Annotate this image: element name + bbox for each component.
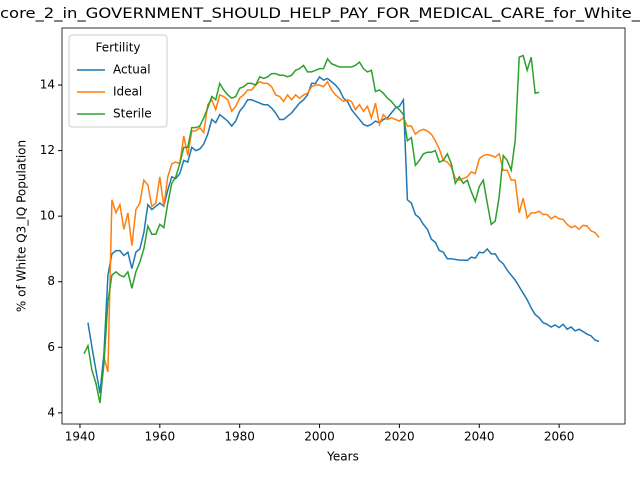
legend-box: [68, 34, 168, 128]
chart-title: core_2_in_GOVERNMENT_SHOULD_HELP_PAY_FOR…: [0, 6, 640, 22]
series-line: [83, 54, 540, 404]
x-tick-label: 2060: [544, 430, 575, 444]
legend-label: Ideal: [113, 85, 142, 99]
series-line: [103, 80, 600, 373]
legend-label: Actual: [113, 63, 151, 77]
series-line: [87, 75, 600, 394]
y-tick-label: 8: [47, 274, 55, 288]
x-tick-label: 2040: [464, 430, 495, 444]
y-tick-label: 12: [40, 143, 55, 157]
y-axis-label: % of White Q3_IQ Population: [15, 140, 29, 312]
legend-label: Sterile: [113, 107, 152, 121]
x-tick-label: 1980: [224, 430, 255, 444]
x-tick-label: 1940: [65, 430, 96, 444]
legend-title: Fertility: [95, 41, 140, 55]
y-tick-label: 4: [47, 405, 55, 419]
y-tick-label: 6: [47, 340, 55, 354]
y-tick-label: 10: [40, 209, 55, 223]
x-tick-label: 1960: [145, 430, 176, 444]
x-axis-label: Years: [326, 450, 359, 464]
x-tick-label: 2000: [304, 430, 335, 444]
y-tick-label: 14: [40, 78, 55, 92]
x-tick-label: 2020: [384, 430, 415, 444]
plot-frame: [61, 27, 626, 425]
